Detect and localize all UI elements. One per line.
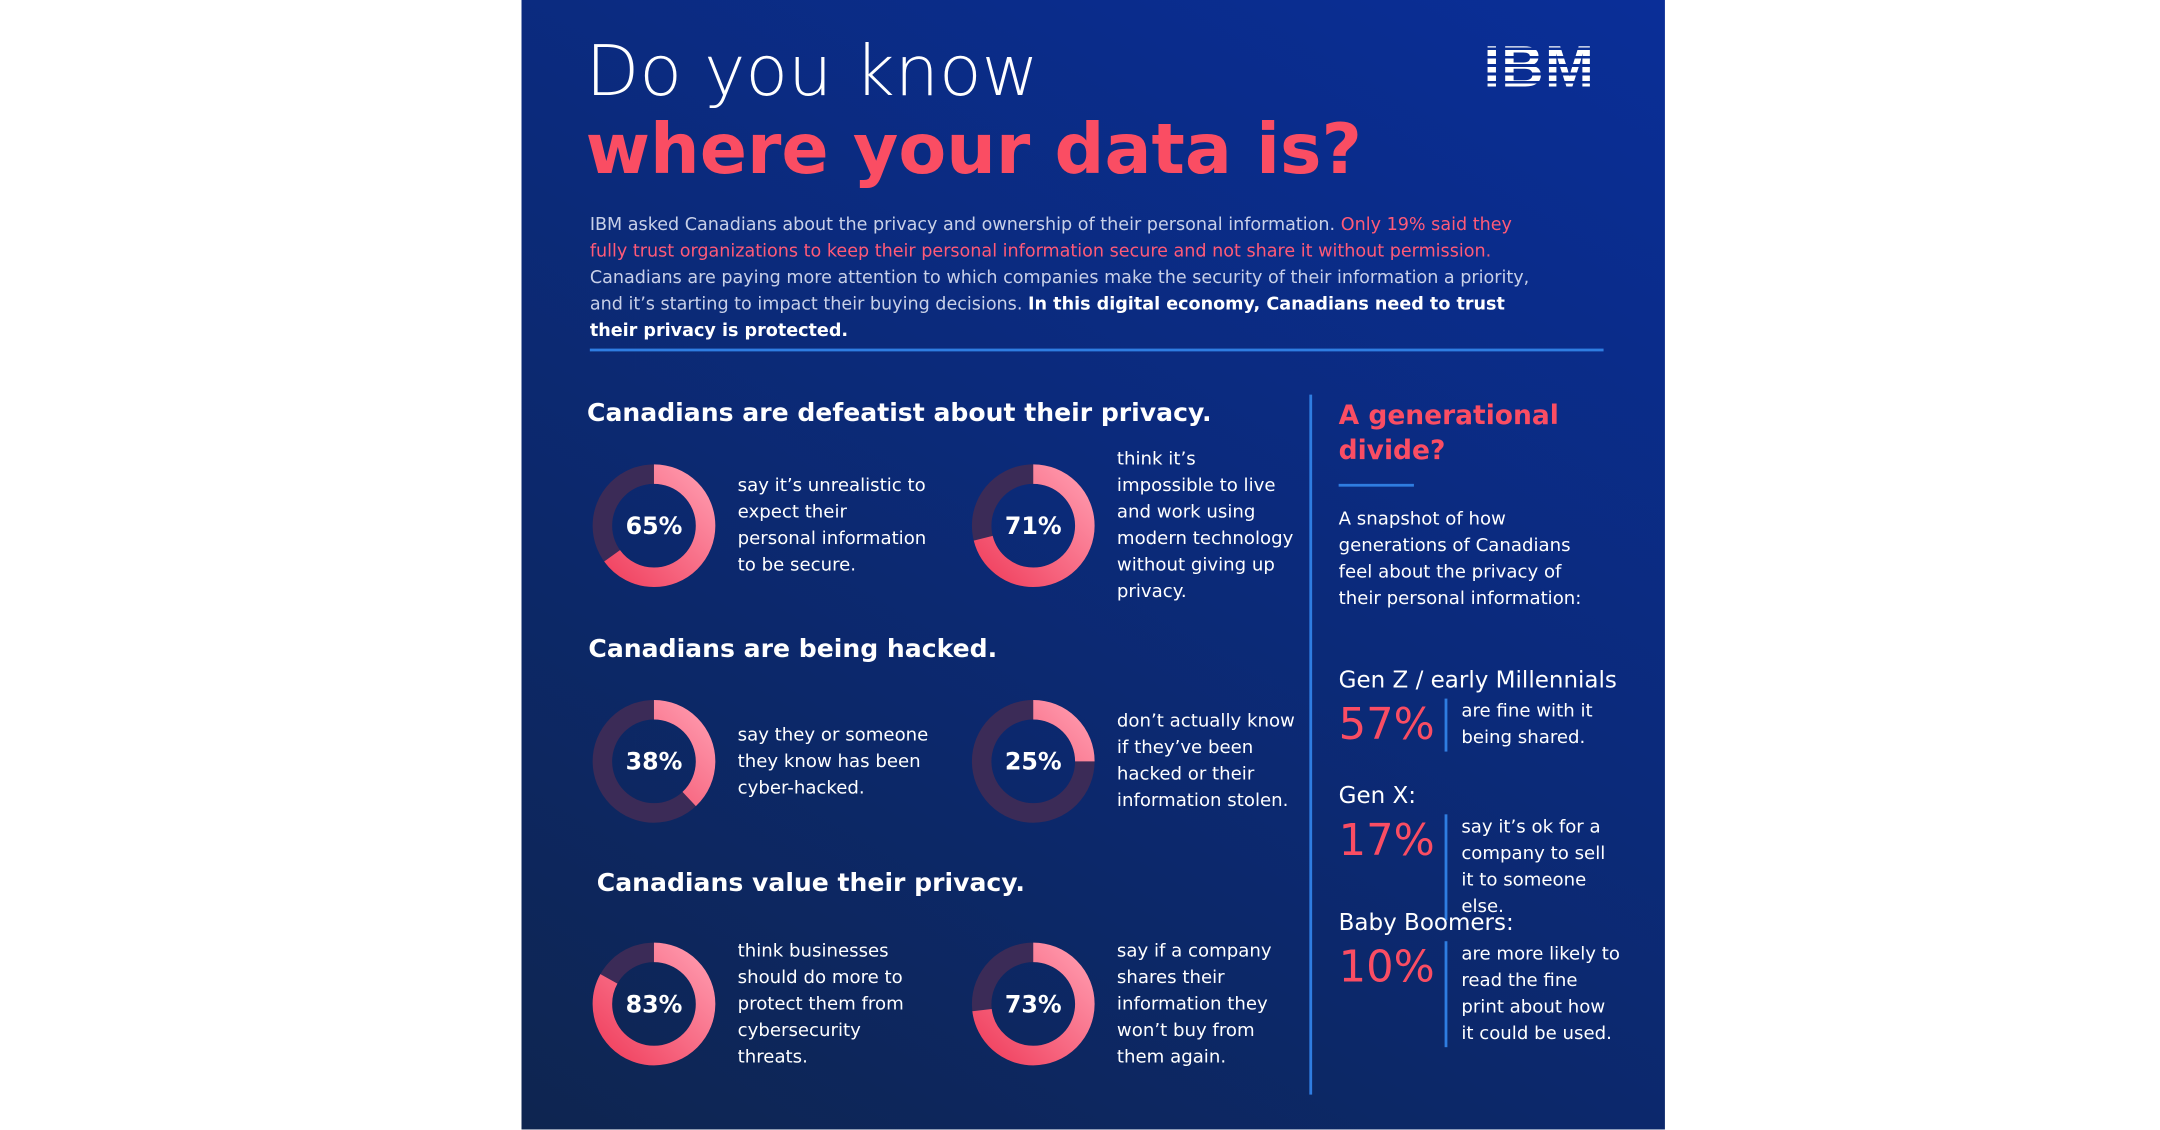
intro: IBM asked Canadians about the privacy an…	[590, 211, 1538, 343]
donut: 65%	[592, 464, 716, 588]
donut: 38%	[592, 699, 716, 823]
stat-text: say they or someone they know has been c…	[737, 724, 929, 799]
donut-label: 71%	[1005, 512, 1062, 540]
donut: 73%	[971, 942, 1095, 1066]
generation-row: 57% are fine with it being shared.	[1338, 698, 1622, 752]
donut-label: 83%	[626, 990, 683, 1018]
donut-label: 38%	[626, 748, 683, 776]
donut: 71%	[971, 464, 1095, 588]
stat: 65% say it’s unrealistic to expect their …	[591, 463, 930, 588]
divider	[1309, 394, 1313, 1095]
sidebar-description: A snapshot of how generations of Canadia…	[1338, 508, 1582, 610]
donut: 25%	[971, 699, 1095, 823]
stat: 38% say they or someone they know has bee…	[591, 699, 930, 824]
generation-text: say it’s ok for a company to sell it to …	[1444, 814, 1622, 921]
stat-text: say if a company shares their informatio…	[1116, 940, 1272, 1068]
divider	[589, 348, 1604, 352]
generation-name: Baby Boomers:	[1338, 909, 1514, 936]
panel	[521, 0, 1665, 1130]
stat: 73% say if a company shares their informa…	[971, 941, 1299, 1067]
donut-label: 65%	[626, 512, 683, 540]
intro-text: IBM asked Canadians about the privacy an…	[589, 213, 1336, 235]
stat: 83% think businesses should do more to pr…	[591, 941, 930, 1067]
title-highlight: where your data is?	[585, 108, 1363, 190]
donut-label: 25%	[1005, 748, 1062, 776]
generation: Baby Boomers: 10% are more likely to read …	[1338, 909, 1622, 1048]
generation-text: are fine with it being shared.	[1444, 698, 1622, 752]
divider	[1338, 483, 1414, 487]
stat-text: say it’s unrealistic to expect their per…	[737, 475, 927, 576]
intro-highlight: Only 19% said they fully trust organizat…	[589, 213, 1512, 261]
section-heading: Canadians are being hacked.	[588, 634, 998, 664]
generation-percent: 10%	[1338, 942, 1435, 993]
title: Do you know	[585, 30, 1039, 112]
sidebar-heading: A generational divide?	[1338, 400, 1559, 466]
generation-name: Gen X:	[1338, 782, 1417, 809]
stat-text: don’t actually know if they’ve been hack…	[1116, 711, 1295, 812]
generation-percent: 57%	[1338, 699, 1435, 751]
generation-row: 17% say it’s ok for a company to sell it …	[1338, 814, 1622, 921]
generation-name: Gen Z / early Millennials	[1338, 666, 1617, 694]
stat-text: think businesses should do more to prote…	[737, 940, 904, 1068]
stat: 25% don’t actually know if they’ve been h…	[971, 699, 1299, 824]
generation-text: are more likely to read the fine print a…	[1444, 941, 1622, 1048]
generation: Gen X: 17% say it’s ok for a company to se…	[1338, 782, 1622, 921]
generation-percent: 17%	[1338, 815, 1435, 866]
donut-label: 73%	[1005, 990, 1062, 1018]
generation: Gen Z / early Millennials 57% are fine wit…	[1339, 667, 1622, 752]
logo: IBM	[1483, 33, 1596, 100]
stat: 71% think it’s impossible to live and wor…	[971, 449, 1299, 602]
donut: 83%	[592, 942, 716, 1066]
intro-text: Canadians are paying more attention to w…	[589, 266, 1530, 314]
section-heading: Canadians are defeatist about their priv…	[587, 398, 1212, 429]
section-heading: Canadians value their privacy.	[596, 868, 1025, 898]
intro-bold: In this digital economy, Canadians need …	[589, 292, 1505, 341]
generation-row: 10% are more likely to read the fine prin…	[1338, 941, 1622, 1048]
stat-text: think it’s impossible to live and work u…	[1116, 448, 1294, 603]
